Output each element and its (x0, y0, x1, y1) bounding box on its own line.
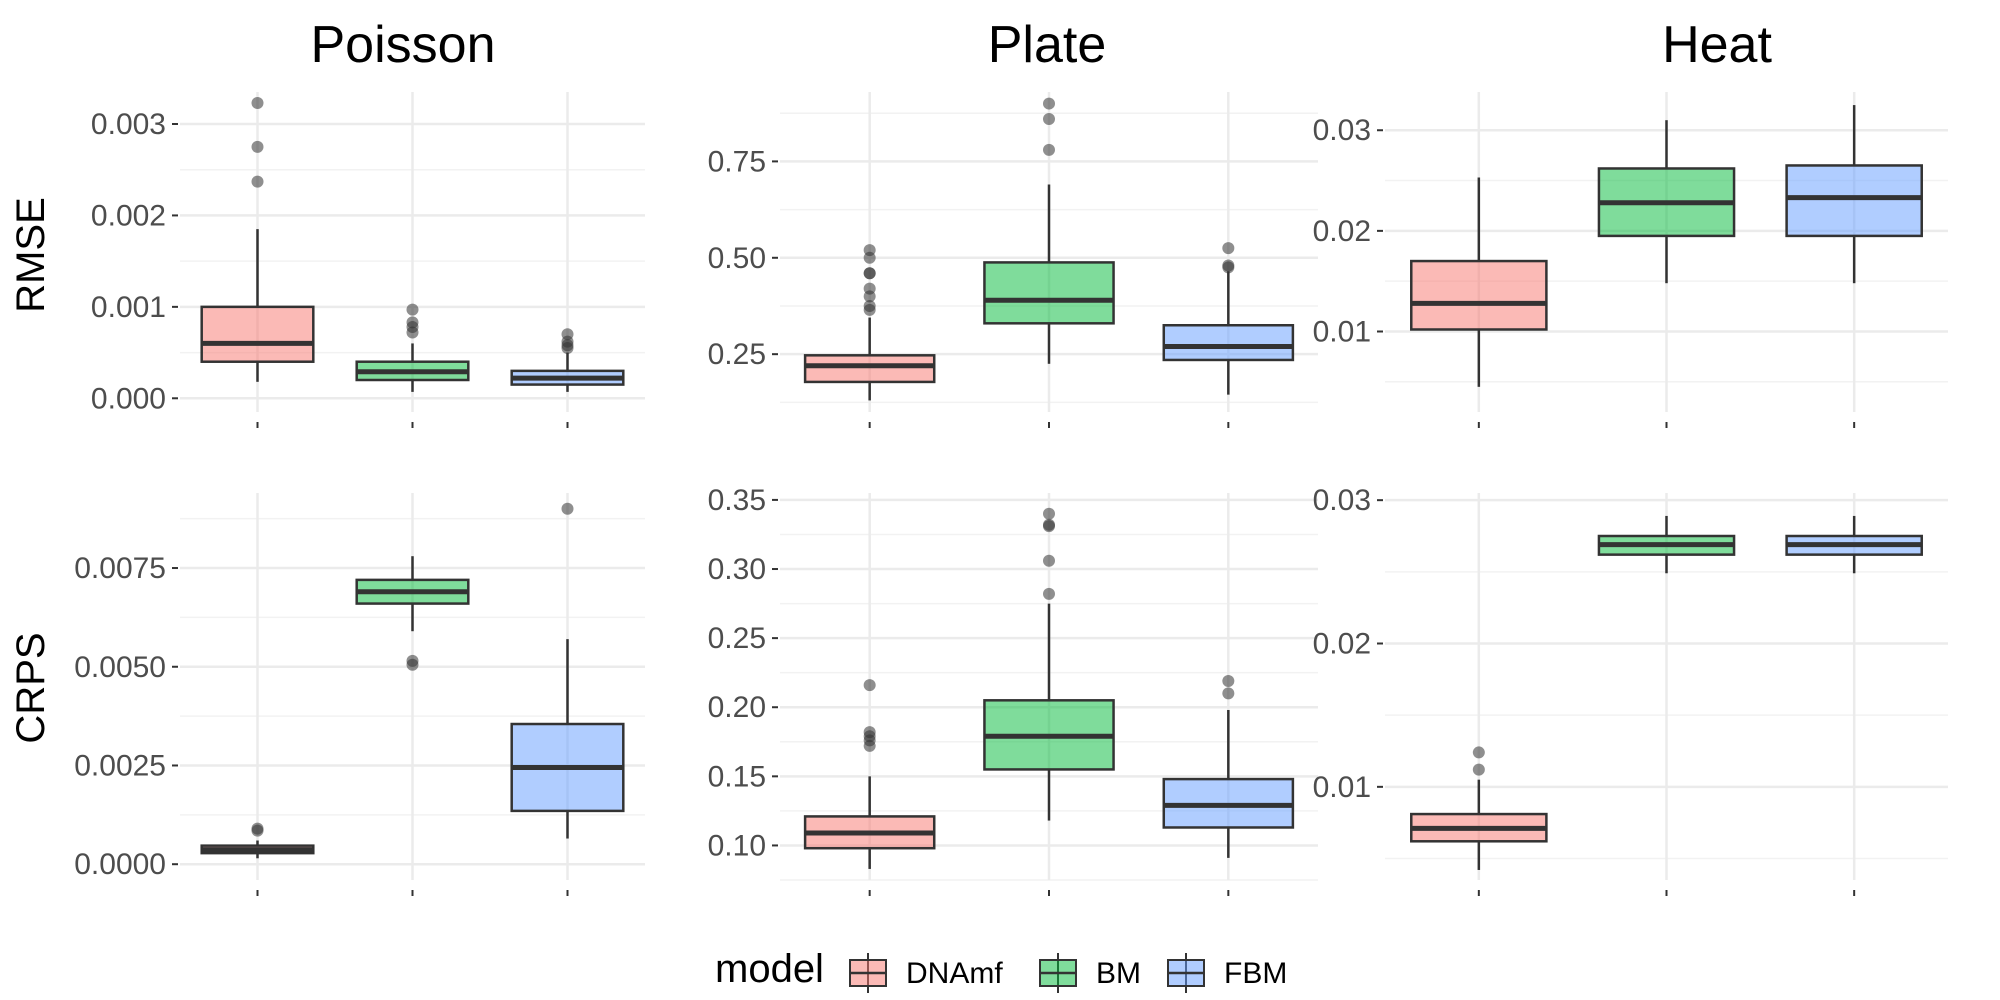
outlier-point (1043, 97, 1055, 110)
box-fbm (1162, 242, 1295, 395)
legend-title: model (715, 947, 824, 991)
box-iqr (1785, 164, 1923, 238)
y-tick-label: 0.35 (708, 484, 766, 517)
box-dnamf (1410, 177, 1548, 387)
y-tick-label: 0.002 (91, 199, 166, 232)
y-tick-label: 0.03 (1313, 484, 1371, 517)
y-tick-label: 0.0000 (74, 848, 166, 881)
box-dnamf (200, 822, 315, 859)
outlier-point (1043, 112, 1055, 125)
box-fbm (510, 328, 625, 392)
outlier-point (1472, 763, 1485, 776)
panel-titles: Poisson Plate Heat RMSE CRPS (9, 16, 1772, 744)
outlier-point (863, 282, 876, 295)
outlier-point (251, 175, 264, 188)
box-dnamf (1410, 746, 1548, 870)
box-bm (983, 507, 1115, 821)
box-iqr (983, 261, 1115, 325)
y-tick-label: 0.75 (708, 145, 766, 178)
box-fbm (1785, 515, 1923, 574)
column-title-heat: Heat (1662, 16, 1772, 74)
legend-item-dnamf: DNAmf (849, 953, 1003, 993)
legend-item-fbm: FBM (1167, 953, 1287, 993)
outlier-point (251, 140, 264, 153)
y-tick-label: 0.10 (708, 829, 766, 862)
y-tick-label: 0.02 (1313, 215, 1371, 248)
y-tick-label: 0.25 (708, 338, 766, 371)
box-fbm (1785, 105, 1923, 284)
y-tick-label: 0.15 (708, 760, 766, 793)
outlier-point (863, 726, 876, 739)
outlier-point (863, 244, 876, 257)
y-tick-label: 0.20 (708, 691, 766, 724)
outlier-point (1472, 746, 1485, 759)
panel-poisson-rmse: 0.000 0.001 0.002 0.003 (91, 92, 645, 428)
panel-heat-rmse: 0.01 0.02 0.03 (1313, 92, 1948, 428)
legend: model DNAmf BM FBM (715, 947, 1287, 993)
outlier-point (406, 303, 419, 316)
y-tick-label: 0.001 (91, 291, 166, 324)
panel-heat-crps: 0.01 0.02 0.03 (1313, 484, 1948, 896)
box-fbm (510, 502, 625, 839)
outlier-point (863, 299, 876, 312)
y-tick-label: 0.0050 (74, 651, 166, 684)
y-tick-label: 0.01 (1313, 315, 1371, 348)
box-iqr (803, 354, 936, 384)
y-tick-label: 0.0075 (74, 552, 166, 585)
column-title-plate: Plate (988, 16, 1107, 74)
legend-item-bm: BM (1039, 953, 1141, 993)
box-iqr (1162, 324, 1295, 362)
box-bm (983, 97, 1115, 364)
legend-label: BM (1096, 957, 1141, 990)
outlier-point (863, 679, 876, 692)
box-iqr (1410, 259, 1548, 331)
outlier-point (251, 822, 264, 835)
box-bm (355, 556, 470, 671)
panel-poisson-crps: 0.0000 0.0025 0.0050 0.0075 (74, 493, 645, 896)
box-dnamf (803, 244, 936, 401)
row-label-rmse: RMSE (9, 197, 53, 313)
y-tick-label: 0.003 (91, 108, 166, 141)
outlier-point (1043, 143, 1055, 156)
outlier-point (1222, 687, 1235, 700)
outlier-point (406, 654, 419, 667)
outlier-point (1222, 242, 1235, 255)
box-iqr (200, 305, 315, 363)
column-title-poisson: Poisson (311, 16, 496, 74)
y-tick-label: 0.02 (1313, 628, 1371, 661)
y-tick-label: 0.0025 (74, 749, 166, 782)
panels: 0.000 0.001 0.002 0.003 0.25 0.50 0.75 0.01 0.02… (74, 92, 1948, 896)
box-bm (355, 303, 470, 392)
box-bm (1597, 515, 1736, 574)
y-tick-label: 0.01 (1313, 771, 1371, 804)
y-tick-label: 0.30 (708, 553, 766, 586)
outlier-point (561, 328, 574, 341)
outlier-point (561, 502, 574, 515)
row-label-crps: CRPS (9, 632, 53, 743)
outlier-point (1222, 674, 1235, 687)
outlier-point (1043, 587, 1055, 600)
outlier-point (1043, 518, 1055, 531)
outlier-point (251, 96, 264, 109)
outlier-point (863, 267, 876, 280)
outlier-point (406, 316, 419, 329)
outlier-point (1043, 554, 1055, 567)
outlier-point (1222, 259, 1235, 272)
y-tick-label: 0.50 (708, 242, 766, 275)
box-dnamf (803, 679, 936, 869)
box-dnamf (200, 96, 315, 382)
box-fbm (1162, 674, 1295, 858)
y-tick-label: 0.000 (91, 382, 166, 415)
y-tick-label: 0.03 (1313, 114, 1371, 147)
box-bm (1597, 120, 1736, 284)
panel-plate-rmse: 0.25 0.50 0.75 (708, 92, 1318, 428)
legend-label: DNAmf (906, 957, 1003, 990)
panel-plate-crps: 0.10 0.15 0.20 0.25 0.30 0.35 (708, 484, 1318, 896)
y-tick-label: 0.25 (708, 622, 766, 655)
outlier-point (1043, 507, 1055, 520)
legend-label: FBM (1224, 957, 1287, 990)
